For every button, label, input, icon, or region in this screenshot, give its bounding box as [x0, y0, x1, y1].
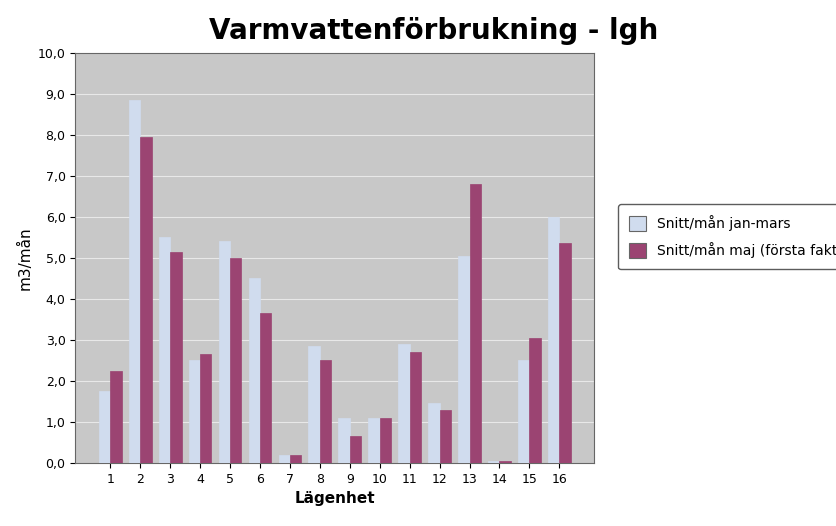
Bar	[338, 418, 349, 463]
Bar	[170, 251, 181, 463]
Bar	[218, 241, 230, 463]
Y-axis label: m3/mån: m3/mån	[18, 226, 32, 289]
Bar	[428, 403, 439, 463]
Bar	[319, 360, 331, 463]
Title: Varmvattenförbrukning - lgh: Varmvattenförbrukning - lgh	[208, 17, 657, 45]
Bar	[469, 184, 481, 463]
Bar	[548, 217, 558, 463]
Bar	[129, 100, 140, 463]
Bar	[99, 391, 110, 463]
Bar	[200, 354, 212, 463]
Bar	[278, 454, 289, 463]
Bar	[558, 244, 570, 463]
Bar	[517, 360, 528, 463]
Bar	[409, 352, 421, 463]
Bar	[368, 418, 380, 463]
Bar	[188, 360, 200, 463]
Bar	[499, 461, 510, 463]
Bar	[289, 454, 301, 463]
Bar	[439, 410, 451, 463]
Bar	[159, 237, 170, 463]
Bar	[380, 418, 390, 463]
Bar	[528, 338, 540, 463]
Bar	[398, 344, 409, 463]
Bar	[110, 370, 121, 463]
Bar	[457, 256, 469, 463]
Bar	[230, 258, 241, 463]
Legend: Snitt/mån jan-mars, Snitt/mån maj (första fakturan): Snitt/mån jan-mars, Snitt/mån maj (först…	[617, 204, 836, 269]
Bar	[487, 461, 499, 463]
Bar	[260, 313, 271, 463]
Bar	[308, 346, 319, 463]
Bar	[248, 278, 260, 463]
Bar	[140, 137, 151, 463]
X-axis label: Lägenhet: Lägenhet	[294, 491, 375, 506]
Bar	[349, 436, 360, 463]
